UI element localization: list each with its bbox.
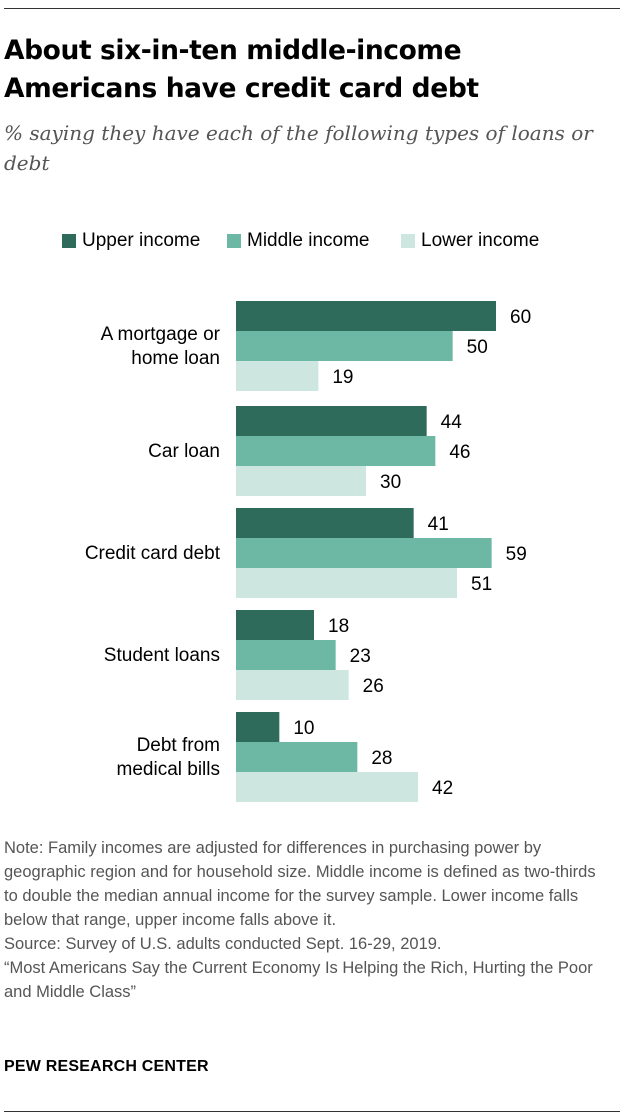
legend-item-upper: Upper income	[62, 226, 200, 256]
data-label: 41	[428, 514, 449, 535]
bar	[236, 670, 349, 700]
legend-item-lower: Lower income	[401, 226, 539, 256]
data-label: 59	[506, 544, 527, 565]
brand-label: PEW RESEARCH CENTER	[4, 1058, 209, 1075]
report-title-text: “Most Americans Say the Current Economy …	[4, 959, 593, 1001]
bottom-rule	[4, 1111, 620, 1112]
bar	[236, 466, 366, 496]
bar	[236, 301, 496, 331]
legend-swatch-middle	[227, 234, 241, 248]
bar-chart: A mortgage or home loan 60 50 19 Car loan 44 46…	[85, 301, 531, 802]
legend-swatch-lower	[401, 234, 415, 248]
data-label: 19	[332, 367, 353, 388]
bar	[236, 406, 427, 436]
category-label: Credit card debt	[85, 543, 221, 564]
data-label: 28	[371, 748, 392, 769]
top-rule	[4, 8, 620, 9]
data-label: 26	[363, 676, 384, 697]
category-label: Debt from medical bills	[117, 735, 220, 780]
bar	[236, 640, 336, 670]
bar	[236, 772, 418, 802]
bar	[236, 538, 492, 568]
data-label: 30	[380, 472, 401, 493]
data-label: 44	[441, 412, 463, 433]
chart-title: About six-in-ten middle-income Americans…	[4, 35, 479, 104]
data-label: 42	[432, 778, 453, 799]
data-label: 18	[328, 616, 349, 637]
legend-item-middle: Middle income	[227, 226, 370, 256]
legend-swatch-upper	[62, 234, 76, 248]
bar	[236, 361, 319, 391]
chart-subtitle: % saying they have each of the following…	[4, 121, 593, 175]
category-label: Car loan	[148, 441, 220, 462]
legend-label-upper: Upper income	[82, 230, 201, 251]
legend-label-middle: Middle income	[247, 230, 370, 251]
bar	[236, 568, 457, 598]
data-label: 51	[471, 574, 492, 595]
source-text: Source: Survey of U.S. adults conducted …	[4, 935, 442, 953]
bar	[236, 742, 358, 772]
data-label: 50	[467, 337, 488, 358]
legend: Upper income Middle income Lower income	[0, 226, 624, 256]
bar	[236, 712, 280, 742]
data-label: 60	[510, 307, 531, 328]
data-label: 23	[350, 646, 371, 667]
note-text: Note: Family incomes are adjusted for di…	[4, 839, 596, 929]
category-label: A mortgage or home loan	[101, 324, 221, 369]
bar	[236, 436, 436, 466]
notes: Note: Family incomes are adjusted for di…	[4, 836, 604, 1004]
bar	[236, 610, 314, 640]
data-label: 10	[293, 718, 314, 739]
legend-label-lower: Lower income	[421, 230, 540, 251]
data-label: 46	[449, 442, 470, 463]
category-label: Student loans	[104, 645, 220, 666]
bar	[236, 331, 453, 361]
bar	[236, 508, 414, 538]
